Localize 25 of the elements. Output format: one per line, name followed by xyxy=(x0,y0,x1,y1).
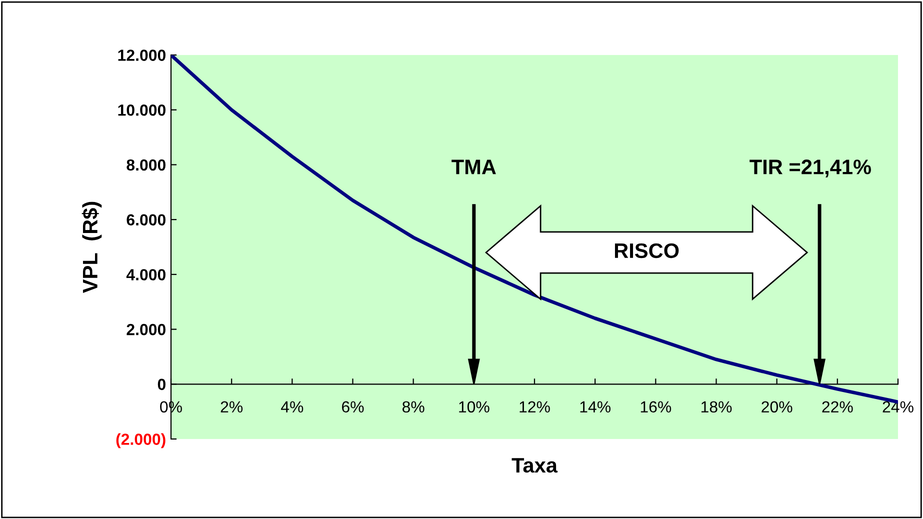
x-tick-label: 20% xyxy=(762,401,792,413)
x-tick-label: 16% xyxy=(640,401,672,413)
y-tick-label: 4.000 xyxy=(126,269,166,280)
y-tick-label: 0 xyxy=(158,378,166,390)
x-tick-label: 2% xyxy=(220,401,243,412)
x-tick-label: 18% xyxy=(701,401,732,413)
y-axis-title: VPL (R$) xyxy=(82,202,102,293)
y-tick-label: (2.000) xyxy=(116,433,166,448)
x-tick-label: 22% xyxy=(822,401,853,412)
x-axis-title: Taxa xyxy=(512,458,558,473)
x-tick-label: 4% xyxy=(280,401,304,412)
y-tick-label: 2.000 xyxy=(126,324,166,336)
x-tick-label: 14% xyxy=(580,401,610,412)
y-tick-label: 12.000 xyxy=(118,50,166,61)
y-tick-label: 8.000 xyxy=(126,159,166,171)
ref-line-label: TIR =21,41% xyxy=(750,160,871,178)
x-tick-label: 12% xyxy=(520,401,550,412)
ref-line-label: TMA xyxy=(452,160,496,174)
y-tick-label: 10.000 xyxy=(118,104,166,116)
x-tick-label: 10% xyxy=(459,401,490,413)
annotation: RISCO xyxy=(614,243,679,258)
x-tick-label: 6% xyxy=(342,401,364,413)
y-tick-label: 6.000 xyxy=(126,214,166,226)
x-tick-label: 24% xyxy=(882,401,914,412)
x-tick-label: 8% xyxy=(402,401,424,413)
